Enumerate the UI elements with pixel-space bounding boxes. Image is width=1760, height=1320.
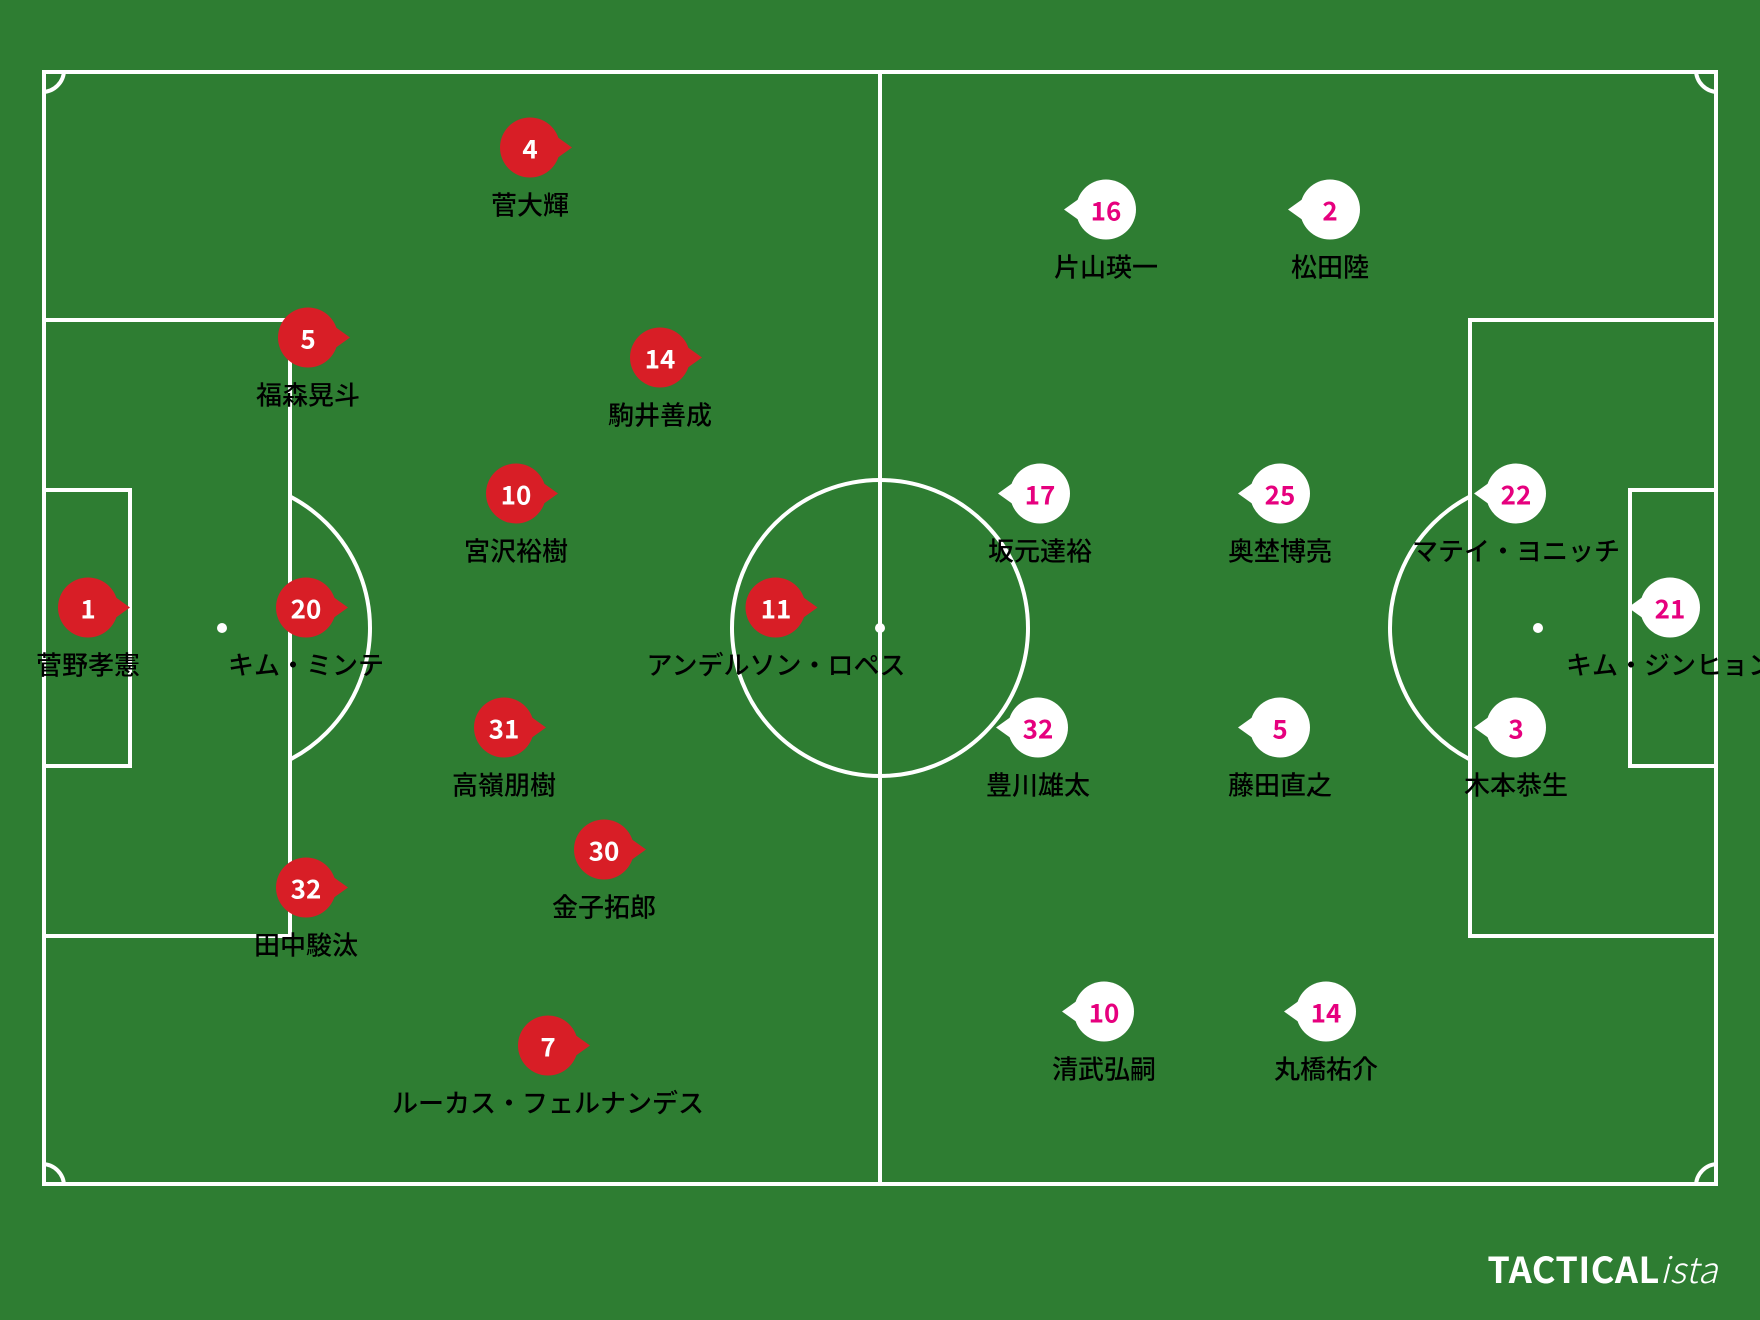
- corner-arc-tl: [18, 46, 66, 94]
- corner-arc-bl: [18, 1162, 66, 1210]
- six-yard-box-left: [42, 488, 132, 768]
- corner-arc-tr: [1694, 46, 1742, 94]
- watermark-light: ista: [1660, 1242, 1718, 1294]
- watermark-bold: TACTICAL: [1487, 1242, 1659, 1294]
- penalty-spot-left: [217, 623, 227, 633]
- penalty-spot-right: [1533, 623, 1543, 633]
- watermark: TACTICALista: [1487, 1242, 1718, 1294]
- corner-arc-br: [1694, 1162, 1742, 1210]
- tactics-board: 1菅野孝憲20キム・ミンテ5福森晃斗32田中駿汰4菅大輝10宮沢裕樹31高嶺朋樹…: [0, 0, 1760, 1320]
- center-spot: [875, 623, 885, 633]
- six-yard-box-right: [1628, 488, 1718, 768]
